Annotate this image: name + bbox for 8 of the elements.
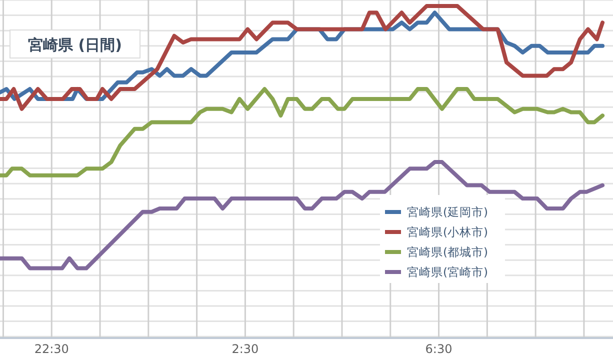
text: 宮崎県 (日間) [28,36,122,54]
legend-label: 宮崎県(小林市) [407,225,488,239]
legend-label: 宮崎県(延岡市) [407,205,488,219]
legend-label: 宮崎県(都城市) [407,245,488,259]
x-tick-label: 22:30 [34,342,69,356]
legend-label: 宮崎県(宮崎市) [407,265,488,279]
x-tick-label: 6:30 [425,342,452,356]
x-tick-label: 2:30 [232,342,259,356]
